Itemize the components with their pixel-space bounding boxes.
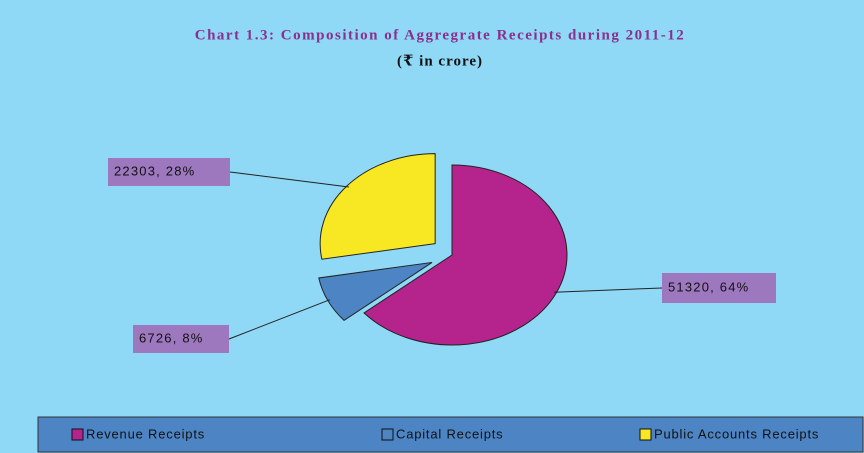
legend-swatch xyxy=(381,428,394,441)
legend-swatch xyxy=(71,428,84,441)
data-label: 6726, 8% xyxy=(139,330,204,345)
data-label-box xyxy=(662,273,776,303)
legend xyxy=(37,416,864,453)
data-label-box xyxy=(133,325,229,353)
data-label: 51320, 64% xyxy=(668,279,749,294)
leader-line xyxy=(228,299,331,340)
pie-slice xyxy=(319,153,436,260)
data-label-box xyxy=(108,158,230,186)
legend-label: Capital Receipts xyxy=(396,426,503,441)
leader-line xyxy=(554,287,663,293)
pie-slice xyxy=(363,164,568,346)
leader-line xyxy=(229,171,349,188)
chart-subtitle: (₹ in crore) xyxy=(397,53,483,69)
legend-swatch xyxy=(639,428,652,441)
chart-title: Chart 1.3: Composition of Aggregrate Rec… xyxy=(195,27,686,43)
data-label: 22303, 28% xyxy=(114,163,195,178)
legend-label: Revenue Receipts xyxy=(86,426,205,441)
legend-label: Public Accounts Receipts xyxy=(654,426,819,441)
